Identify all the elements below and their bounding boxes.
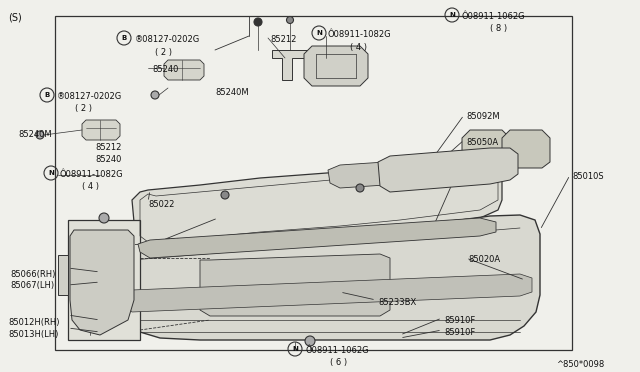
Polygon shape [58,255,68,295]
Text: ( 2 ): ( 2 ) [75,104,92,113]
Text: 85050A: 85050A [466,138,498,147]
Text: ^850*0098: ^850*0098 [556,360,604,369]
Text: 85240M: 85240M [18,130,52,139]
Text: 85012H(RH): 85012H(RH) [8,318,60,327]
Polygon shape [126,274,532,312]
Text: 85233BX: 85233BX [378,298,416,307]
Circle shape [356,184,364,192]
Polygon shape [126,215,540,340]
Polygon shape [200,254,390,316]
Text: 85066(RH): 85066(RH) [10,270,56,279]
Text: (S): (S) [8,12,22,22]
Text: N: N [316,30,322,36]
Text: ( 4 ): ( 4 ) [350,43,367,52]
Text: N: N [48,170,54,176]
Text: ( 2 ): ( 2 ) [155,48,172,57]
Text: 85212: 85212 [270,35,296,44]
Circle shape [151,91,159,99]
Polygon shape [328,155,510,188]
Polygon shape [82,120,120,140]
Polygon shape [70,230,134,335]
Text: B: B [44,92,50,98]
Circle shape [99,213,109,223]
Text: 85240: 85240 [152,65,179,74]
Polygon shape [502,130,550,168]
Polygon shape [462,130,510,168]
Polygon shape [272,50,310,80]
Polygon shape [304,46,368,86]
Text: 85910F: 85910F [444,316,476,325]
Text: 85093M: 85093M [165,238,199,247]
Text: 85240: 85240 [95,155,122,164]
Text: ( 8 ): ( 8 ) [490,24,507,33]
Text: 85013H(LH): 85013H(LH) [8,330,58,339]
Text: ®08127-0202G: ®08127-0202G [57,92,122,101]
Text: N: N [449,12,455,18]
Polygon shape [132,162,502,250]
Bar [55,16,572,350]
Polygon shape [378,148,518,192]
Text: 85010S: 85010S [572,172,604,181]
Text: ( 6 ): ( 6 ) [330,358,347,367]
Circle shape [36,131,44,139]
Text: ( 4 ): ( 4 ) [82,182,99,191]
Circle shape [287,16,294,23]
Text: Ô08911-1062G: Ô08911-1062G [305,346,369,355]
Polygon shape [138,218,496,258]
Text: 85022: 85022 [148,200,174,209]
Polygon shape [68,220,140,340]
Circle shape [254,18,262,26]
Circle shape [305,336,315,346]
Text: 85910F: 85910F [444,328,476,337]
Text: Ô08911-1082G: Ô08911-1082G [328,30,392,39]
Text: ®08127-0202G: ®08127-0202G [135,35,200,44]
Text: 85067(LH): 85067(LH) [10,281,54,290]
Text: 85233B: 85233B [466,155,499,164]
Text: 85240M: 85240M [215,88,248,97]
Text: Ô08911-1062G: Ô08911-1062G [462,12,525,21]
Polygon shape [164,60,204,80]
Circle shape [221,191,229,199]
Text: N: N [292,346,298,352]
Text: B: B [122,35,127,41]
Text: 85212: 85212 [95,143,122,152]
Text: 85020A: 85020A [468,255,500,264]
Text: Ô08911-1082G: Ô08911-1082G [60,170,124,179]
Text: 85092M: 85092M [466,112,500,121]
